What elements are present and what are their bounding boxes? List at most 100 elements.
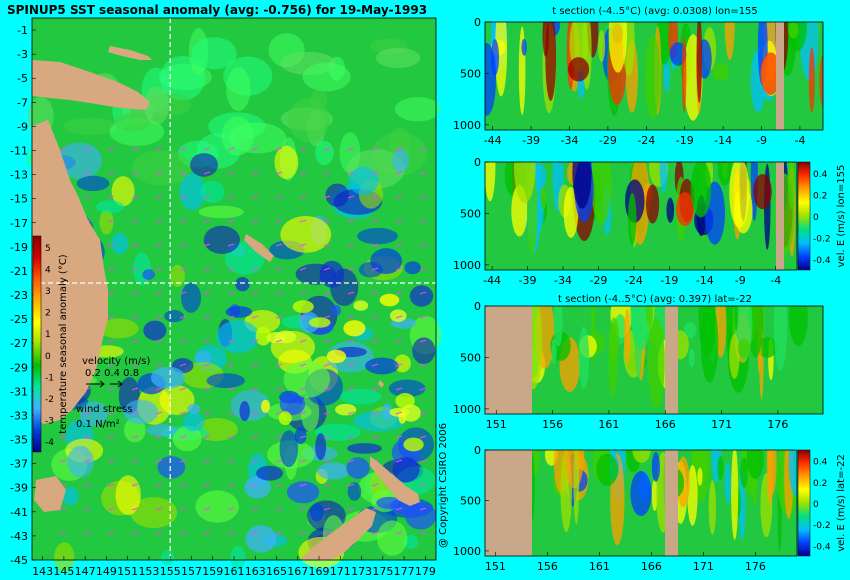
wind-stress-arrow bbox=[371, 219, 379, 223]
wind-stress-arrow bbox=[323, 459, 331, 463]
wind-stress-arrow bbox=[203, 411, 211, 415]
wind-stress-arrow bbox=[323, 171, 331, 175]
wind-stress-arrow bbox=[227, 483, 235, 487]
land-nz-north bbox=[370, 456, 420, 506]
wind-stress-arrow bbox=[419, 267, 427, 271]
panel4-x-tick-label: 161 bbox=[589, 560, 610, 573]
wind-stress-arrow bbox=[203, 147, 211, 151]
panel4-streak bbox=[687, 464, 698, 526]
map-colorbar-label: temperature seasonal anomaly (°C) bbox=[58, 254, 69, 433]
anomaly-blob bbox=[279, 430, 298, 468]
cb2-tick-label: -0.2 bbox=[813, 235, 831, 245]
map-colorbar-tick-label: -1 bbox=[45, 373, 54, 383]
wind-stress-arrow bbox=[179, 387, 187, 391]
wind-stress-arrow bbox=[179, 171, 187, 175]
wind-stress-arrow bbox=[275, 147, 283, 151]
wind-stress-arrow bbox=[299, 459, 307, 463]
wind-stress-arrow bbox=[83, 147, 91, 151]
wind-stress-arrow bbox=[155, 291, 163, 295]
wind-stress-arrow bbox=[395, 387, 403, 391]
map-y-tick-label: -13 bbox=[10, 169, 28, 182]
wind-stress-arrow bbox=[251, 219, 259, 223]
anomaly-blob bbox=[382, 403, 393, 420]
panel1-streak bbox=[819, 55, 823, 107]
wind-stress-arrows bbox=[59, 147, 427, 535]
panel1-streak bbox=[808, 47, 815, 113]
panel1-x-tick-label: -14 bbox=[714, 134, 732, 147]
wind-stress-arrow bbox=[299, 315, 307, 319]
panel2-streak bbox=[675, 192, 695, 227]
panel4-streak bbox=[708, 480, 717, 535]
wind-stress-arrow bbox=[347, 363, 355, 367]
panel1-streak bbox=[542, 22, 549, 57]
wind-stress-arrow bbox=[227, 291, 235, 295]
wind-stress-arrow bbox=[179, 507, 187, 511]
wind-stress-arrow bbox=[107, 267, 115, 271]
anomaly-blob bbox=[111, 176, 135, 207]
anomaly-blob bbox=[274, 145, 299, 179]
wind-stress-arrow bbox=[275, 531, 283, 535]
panel4-streak bbox=[697, 467, 703, 486]
wind-stress-arrow bbox=[299, 195, 307, 199]
wind-stress-arrow bbox=[251, 147, 259, 151]
wind-stress-arrow bbox=[227, 243, 235, 247]
wind-stress-arrow bbox=[251, 195, 259, 199]
anomaly-blob bbox=[325, 183, 350, 207]
wind-stress-arrow bbox=[275, 363, 283, 367]
panel4-colorbar: 0.4 0.2 0 -0.2 -0.4 vel. E (m/s) lat=-22 bbox=[797, 449, 847, 557]
wind-stress-arrow bbox=[347, 195, 355, 199]
anomaly-blob bbox=[370, 248, 403, 275]
anomaly-blob bbox=[56, 142, 103, 179]
map-y-tick-label: -1 bbox=[17, 24, 28, 37]
map-y-tick-label: -19 bbox=[10, 241, 28, 254]
section-panel-lon155-temperature: 0 500 1000-44 -39 -34 -29 -24 -19 -14 -9 -4 bbox=[453, 16, 824, 147]
panel2-x-tick-label: -4 bbox=[770, 274, 781, 287]
panel4-x-tick-label: 176 bbox=[745, 560, 766, 573]
panel3-y-tick-label: 1000 bbox=[453, 403, 481, 416]
anomaly-blob bbox=[111, 232, 129, 255]
anomaly-blob bbox=[244, 476, 271, 499]
anomaly-blob bbox=[144, 86, 170, 125]
wind-stress-arrow bbox=[419, 291, 427, 295]
cb2-tick-label: 0 bbox=[813, 213, 819, 223]
anomaly-blob bbox=[280, 215, 332, 253]
wind-stress-arrow bbox=[371, 315, 379, 319]
anomaly-blob bbox=[347, 482, 362, 501]
panel1-streak bbox=[681, 36, 687, 113]
wind-stress-arrow bbox=[299, 171, 307, 175]
wind-stress-arrow bbox=[275, 219, 283, 223]
wind-stress-arrow bbox=[419, 363, 427, 367]
panel1-x-tick-label: -34 bbox=[561, 134, 579, 147]
anomaly-blob bbox=[181, 282, 202, 313]
land-new-caledonia bbox=[244, 234, 274, 262]
anomaly-blob bbox=[389, 309, 407, 322]
wind-stress-arrow bbox=[107, 459, 115, 463]
map-x-tick-label: 145 bbox=[53, 565, 74, 578]
anomaly-blob bbox=[54, 542, 75, 573]
panel2-streak bbox=[659, 162, 668, 193]
anomaly-blob bbox=[239, 400, 250, 422]
panel4-frame bbox=[484, 449, 798, 557]
wind-stress-arrow bbox=[227, 315, 235, 319]
panel2-y-tick-label: 500 bbox=[460, 207, 481, 220]
wind-stress-arrow bbox=[131, 219, 139, 223]
panel1-streak bbox=[608, 22, 628, 73]
wind-stress-arrow bbox=[155, 315, 163, 319]
panel1-streak bbox=[760, 52, 781, 95]
map-colorbar-tick-label: 4 bbox=[45, 265, 51, 275]
anomaly-blob bbox=[357, 227, 398, 245]
wind-stress-arrow bbox=[179, 435, 187, 439]
wind-stress-arrow bbox=[131, 147, 139, 151]
panel4-streak bbox=[573, 450, 580, 525]
wind-stress-arrow bbox=[299, 507, 307, 511]
panel2-x-tick-label: -34 bbox=[554, 274, 572, 287]
wind-stress-arrow bbox=[155, 195, 163, 199]
wind-stress-arrow bbox=[299, 219, 307, 223]
panel3-land bbox=[665, 306, 678, 414]
wind-stress-arrow bbox=[155, 267, 163, 271]
wind-stress-arrow bbox=[419, 387, 427, 391]
wind-stress-arrow bbox=[107, 507, 115, 511]
wind-stress-arrow bbox=[155, 171, 163, 175]
wind-stress-arrow bbox=[323, 531, 331, 535]
anomaly-blob bbox=[392, 148, 410, 173]
